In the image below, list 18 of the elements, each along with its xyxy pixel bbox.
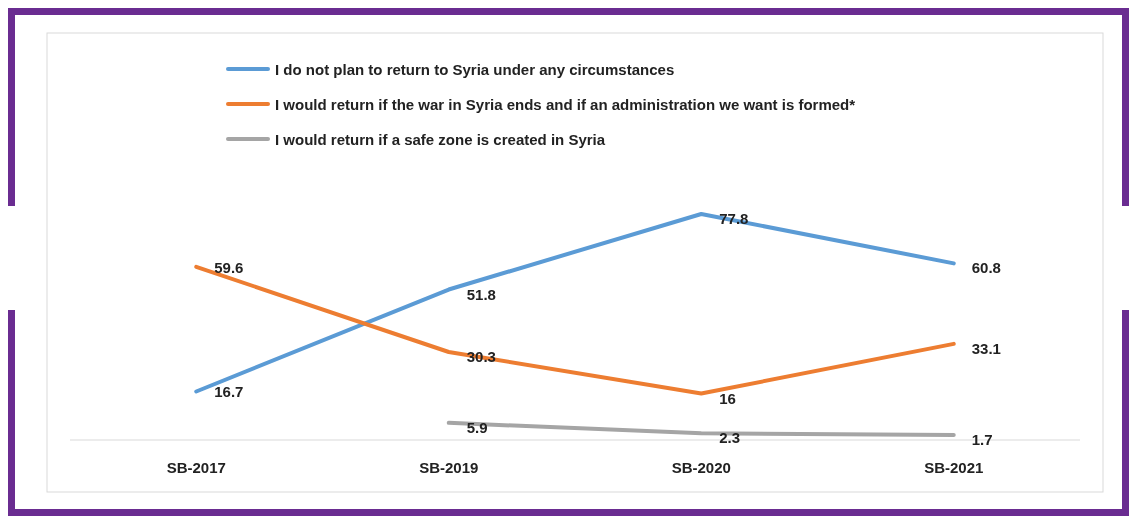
x-tick-label: SB-2021: [924, 459, 984, 476]
data-label: 60.8: [971, 259, 1001, 277]
data-label: 1.7: [971, 431, 993, 449]
data-label: 33.1: [971, 339, 1001, 357]
legend-label: I would return if a safe zone is created in Syria: [275, 131, 606, 148]
data-label: 51.8: [466, 285, 496, 303]
legend-label: I do not plan to return to Syria under any circumstances: [275, 61, 675, 78]
x-tick-label: SB-2019: [419, 459, 479, 476]
data-label: 59.6: [214, 258, 244, 276]
legend-label: I would return if the war in Syria ends and if an administration we want is formed*: [275, 96, 856, 113]
data-label: 16.7: [214, 383, 244, 401]
x-tick-label: SB-2017: [166, 459, 226, 476]
data-label: 77.8: [719, 210, 749, 227]
data-label: 16: [719, 389, 736, 407]
data-label: 2.3: [719, 429, 741, 447]
data-label: 30.3: [466, 347, 496, 365]
data-label: 5.9: [466, 418, 488, 436]
x-tick-label: SB-2020: [671, 459, 731, 476]
